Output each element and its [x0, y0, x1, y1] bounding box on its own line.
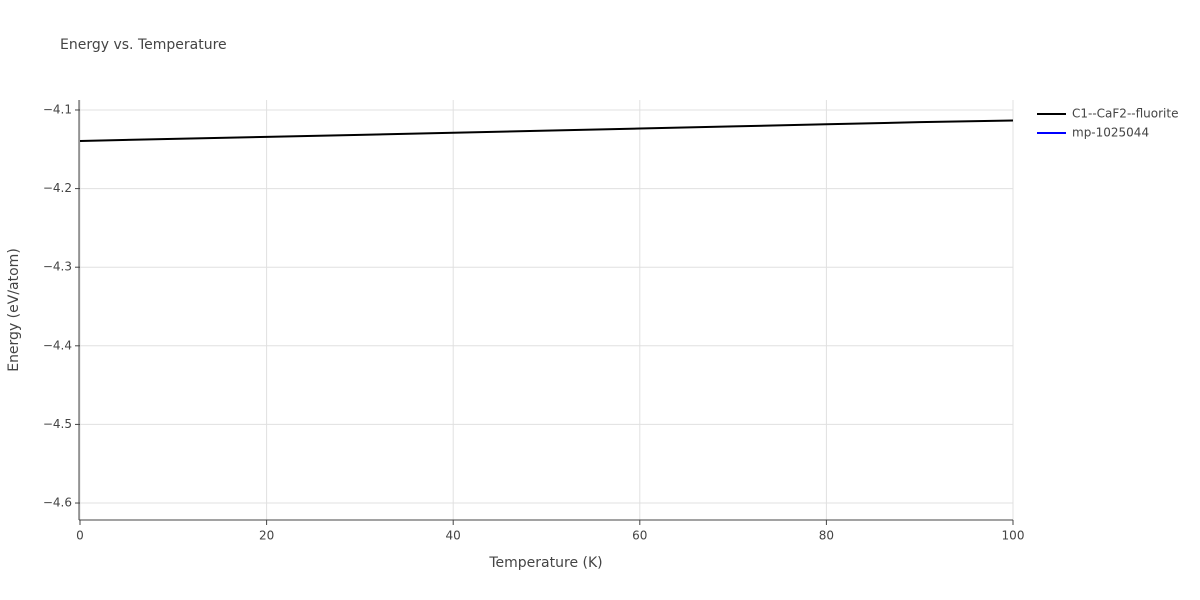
x-axis-label: Temperature (K) — [488, 555, 602, 571]
legend-label: mp-1025044 — [1072, 126, 1149, 140]
legend-label: C1--CaF2--fluorite — [1072, 107, 1178, 121]
chart-title: Energy vs. Temperature — [60, 37, 227, 53]
x-tick-label: 100 — [1002, 529, 1025, 543]
x-tick-label: 40 — [446, 529, 461, 543]
y-tick-label: −4.1 — [43, 102, 72, 116]
x-tick-label: 80 — [819, 529, 834, 543]
x-tick-label: 60 — [632, 529, 647, 543]
y-tick-label: −4.2 — [43, 181, 72, 195]
data-line — [79, 119, 1014, 142]
x-tick-label: 20 — [259, 529, 274, 543]
y-axis-label: Energy (eV/atom) — [6, 248, 22, 372]
x-tick-label: 0 — [76, 529, 84, 543]
y-tick-label: −4.5 — [43, 417, 72, 431]
y-tick-label: −4.3 — [43, 260, 72, 274]
y-tick-label: −4.4 — [43, 338, 72, 352]
y-tick-label: −4.6 — [43, 496, 72, 510]
